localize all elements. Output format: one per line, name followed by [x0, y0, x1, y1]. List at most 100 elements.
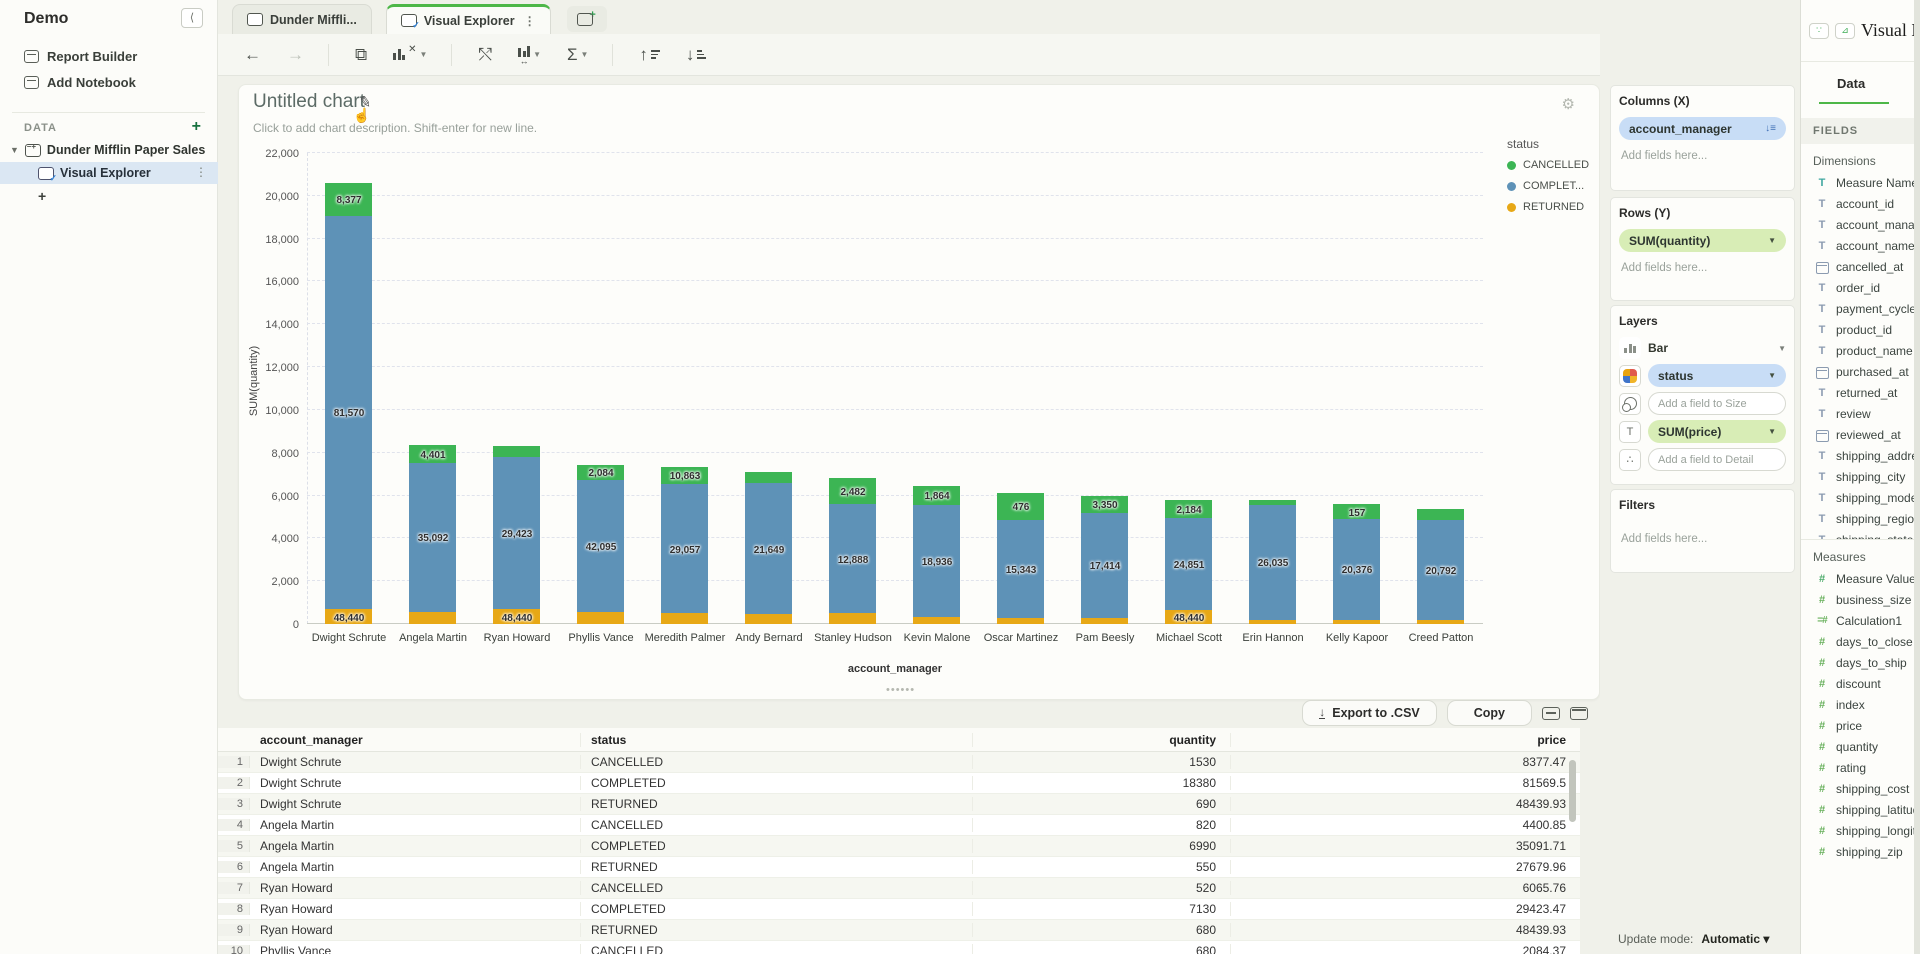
- field-item[interactable]: =# Calculation1: [1801, 610, 1920, 631]
- aggregate-button[interactable]: Σ ▼: [566, 44, 589, 64]
- bar-segment-cancelled[interactable]: [745, 472, 792, 483]
- bar-segment-completed[interactable]: [1081, 512, 1128, 618]
- back-button[interactable]: ←: [244, 44, 261, 64]
- legend-item[interactable]: RETURNED: [1507, 201, 1589, 213]
- bar-segment-completed[interactable]: [493, 456, 540, 610]
- bar-segment-completed[interactable]: [745, 482, 792, 615]
- sort-indicator-icon[interactable]: ↓≡: [1765, 123, 1776, 134]
- panel-resize-handle[interactable]: ••••••: [886, 684, 916, 696]
- field-item[interactable]: purchased_at: [1801, 361, 1920, 382]
- table-scrollbar[interactable]: [1569, 760, 1576, 822]
- table-row[interactable]: 6 Angela Martin RETURNED 550 27679.96: [218, 857, 1580, 878]
- bar-segment-completed[interactable]: [577, 479, 624, 613]
- layer-type-select[interactable]: Bar ▼: [1648, 341, 1786, 355]
- bar-segment-returned[interactable]: [661, 613, 708, 624]
- bar-segment-returned[interactable]: [493, 609, 540, 624]
- table-row[interactable]: 1 Dwight Schrute CANCELLED 1530 8377.47: [218, 752, 1580, 773]
- chevron-down-icon[interactable]: ▼: [1768, 427, 1776, 436]
- bar-segment-returned[interactable]: [1249, 619, 1296, 624]
- data-tab[interactable]: Data: [1801, 62, 1920, 110]
- bar-segment-cancelled[interactable]: [493, 445, 540, 457]
- field-item[interactable]: reviewed_at: [1801, 424, 1920, 445]
- filters-add-field[interactable]: Add fields here...: [1621, 533, 1708, 545]
- field-item[interactable]: # days_to_ship: [1801, 652, 1920, 673]
- sort-descending-button[interactable]: ↓: [686, 45, 707, 65]
- legend-item[interactable]: CANCELLED: [1507, 159, 1589, 171]
- bar-segment-returned[interactable]: [325, 609, 372, 624]
- chevron-down-icon[interactable]: ▼: [1768, 371, 1776, 380]
- maximize-panel-icon[interactable]: [1570, 706, 1588, 720]
- sidebar-item-report-builder[interactable]: Report Builder: [24, 46, 137, 66]
- tab-kebab-icon[interactable]: ⋮: [523, 13, 536, 28]
- field-item[interactable]: # index: [1801, 694, 1920, 715]
- bar-segment-returned[interactable]: [745, 614, 792, 624]
- size-field-input[interactable]: Add a field to Size: [1648, 392, 1786, 415]
- bar-segment-completed[interactable]: [409, 462, 456, 613]
- bar-segment-cancelled[interactable]: [577, 464, 624, 480]
- bar-segment-returned[interactable]: [1417, 619, 1464, 624]
- swap-axes-button[interactable]: ⤲: [478, 44, 493, 64]
- minimize-panel-icon[interactable]: [1542, 706, 1560, 720]
- field-item[interactable]: # business_size: [1801, 589, 1920, 610]
- col-header-status[interactable]: status: [580, 732, 972, 747]
- update-mode-select[interactable]: Automatic ▾: [1701, 932, 1770, 946]
- field-item[interactable]: # rating: [1801, 757, 1920, 778]
- table-row[interactable]: 3 Dwight Schrute RETURNED 690 48439.93: [218, 794, 1580, 815]
- field-item[interactable]: # Measure Values: [1801, 568, 1920, 589]
- chart-bar-group[interactable]: 15,343 476 Oscar Martinez: [979, 153, 1063, 644]
- bar-segment-cancelled[interactable]: [1165, 500, 1212, 519]
- table-row[interactable]: 10 Phyllis Vance CANCELLED 680 2084.37: [218, 941, 1580, 954]
- chart-bar-group[interactable]: 48,440 29,423 Ryan Howard: [475, 153, 559, 644]
- table-row[interactable]: 9 Ryan Howard RETURNED 680 48439.93: [218, 920, 1580, 941]
- tab-dunder-mifflin[interactable]: Dunder Miffli...: [232, 4, 372, 34]
- bar-segment-returned[interactable]: [1165, 610, 1212, 624]
- field-item[interactable]: # days_to_close: [1801, 631, 1920, 652]
- chart-title[interactable]: Untitled chart: [253, 91, 365, 112]
- bar-segment-returned[interactable]: [409, 612, 456, 624]
- rows-y-pill[interactable]: SUM(quantity) ▼: [1619, 229, 1786, 252]
- chart-bar-group[interactable]: 48,440 24,851 2,184 Michael Scott: [1147, 153, 1231, 644]
- forward-button[interactable]: →: [287, 44, 304, 64]
- field-item[interactable]: cancelled_at: [1801, 256, 1920, 277]
- chart-bar-group[interactable]: 18,936 1,864 Kevin Malone: [895, 153, 979, 644]
- bar-segment-cancelled[interactable]: [1081, 495, 1128, 513]
- duplicate-chart-button[interactable]: ⧉: [355, 44, 368, 64]
- bar-segment-completed[interactable]: [1249, 504, 1296, 620]
- chart-description-placeholder[interactable]: Click to add chart description. Shift-en…: [253, 121, 538, 135]
- col-header-account-manager[interactable]: account_manager: [260, 732, 363, 747]
- rows-y-add-field[interactable]: Add fields here...: [1621, 262, 1708, 274]
- bar-segment-cancelled[interactable]: [829, 478, 876, 505]
- chart-bar-group[interactable]: 26,035 Erin Hannon: [1231, 153, 1315, 644]
- columns-x-pill[interactable]: account_manager ↓≡: [1619, 117, 1786, 140]
- bar-segment-completed[interactable]: [661, 483, 708, 614]
- chart-type-button[interactable]: ↔ ▼: [518, 45, 541, 65]
- bar-segment-cancelled[interactable]: [1333, 504, 1380, 520]
- chart-bar-group[interactable]: 35,092 4,401 Angela Martin: [391, 153, 475, 644]
- bar-segment-cancelled[interactable]: [913, 485, 960, 505]
- gear-icon[interactable]: ⚙: [1561, 96, 1575, 113]
- bar-segment-returned[interactable]: [913, 617, 960, 624]
- field-item[interactable]: # shipping_cost: [1801, 778, 1920, 799]
- fields-scrollbar[interactable]: [1914, 0, 1920, 954]
- dataset-tree-item[interactable]: ▼ Dunder Mifflin Paper Sales: [10, 142, 205, 158]
- chart-bar-group[interactable]: 17,414 3,350 Pam Beesly: [1063, 153, 1147, 644]
- bar-segment-completed[interactable]: [913, 504, 960, 618]
- new-chart-tab-button[interactable]: +: [566, 6, 607, 32]
- field-item[interactable]: # quantity: [1801, 736, 1920, 757]
- table-row[interactable]: 8 Ryan Howard COMPLETED 7130 29423.47: [218, 899, 1580, 920]
- legend-item[interactable]: COMPLET...: [1507, 180, 1589, 192]
- bar-segment-returned[interactable]: [577, 612, 624, 624]
- bar-segment-cancelled[interactable]: [661, 466, 708, 484]
- field-item[interactable]: # shipping_latitude: [1801, 799, 1920, 820]
- field-item[interactable]: # discount: [1801, 673, 1920, 694]
- chart-bar-group[interactable]: 20,792 Creed Patton: [1399, 153, 1483, 644]
